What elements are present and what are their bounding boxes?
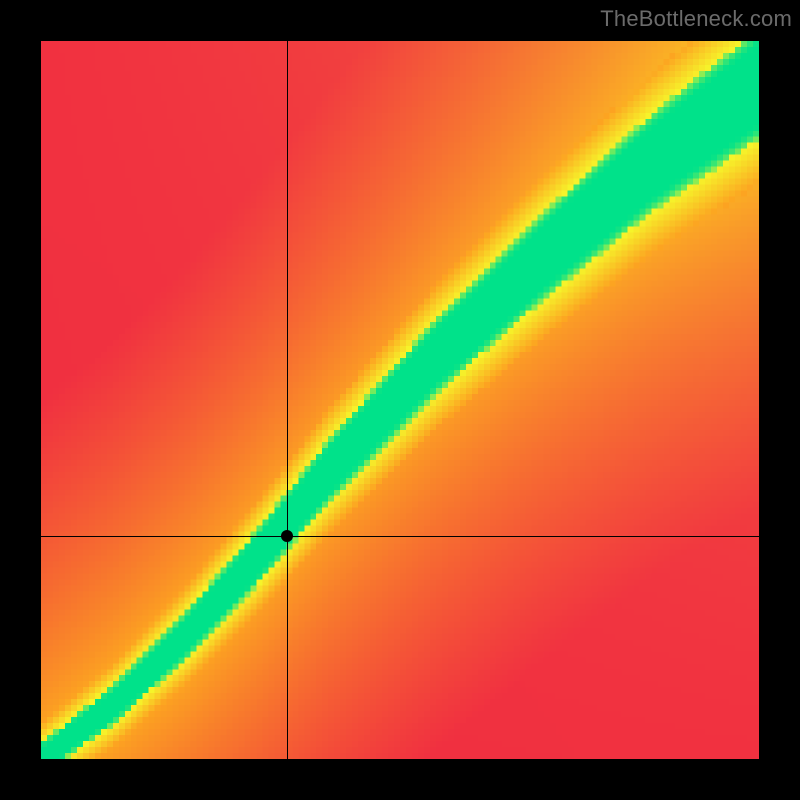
heatmap-canvas <box>41 41 759 759</box>
crosshair-vertical <box>287 41 288 759</box>
crosshair-marker <box>281 530 293 542</box>
bottleneck-heatmap <box>41 41 759 759</box>
watermark-text: TheBottleneck.com <box>600 6 792 32</box>
crosshair-horizontal <box>41 536 759 537</box>
